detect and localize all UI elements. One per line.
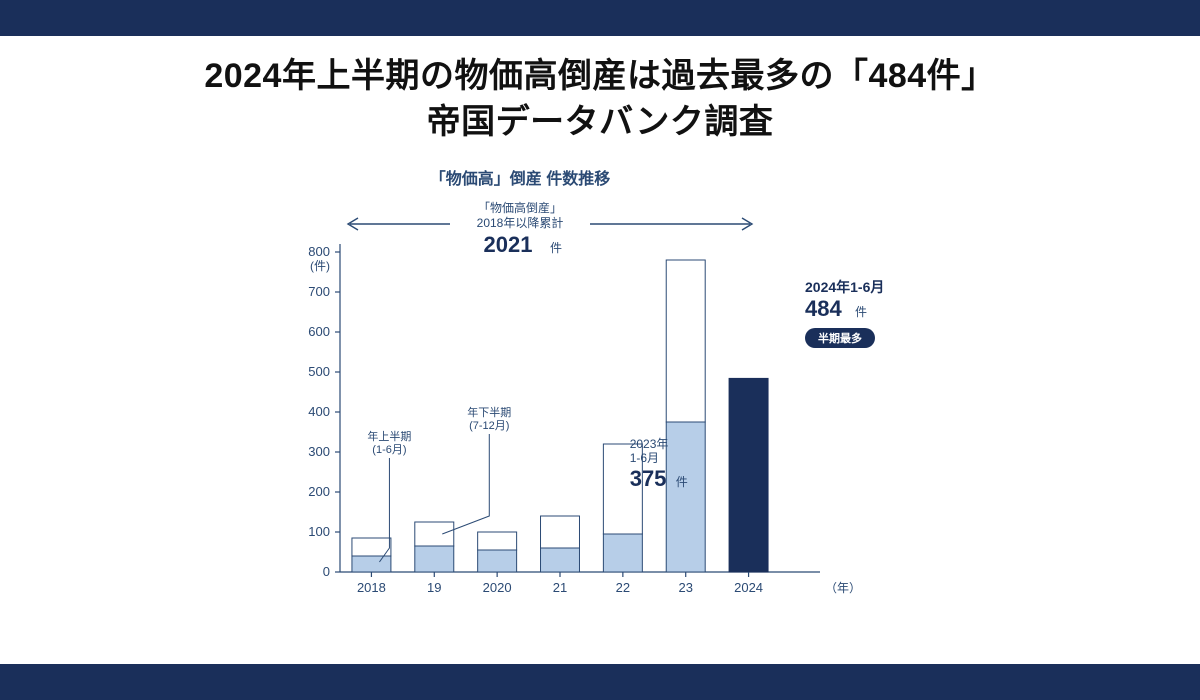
bar-h1-21 (541, 548, 580, 572)
headline-line-2: 帝国データバンク調査 (40, 100, 1160, 146)
callout-2024-val: 484 (805, 296, 842, 321)
cumulative-unit: 件 (550, 241, 562, 255)
pill-text: 半期最多 (818, 331, 862, 345)
y-tick-800: 800 (308, 244, 330, 259)
y-tick-400: 400 (308, 404, 330, 419)
y-tick-200: 200 (308, 484, 330, 499)
x-label-2020: 2020 (483, 580, 512, 595)
bar-h2-19 (415, 522, 454, 546)
bar-h1-22 (603, 534, 642, 572)
chart-container: 「物価高」倒産 件数推移「物価高倒産」2018年以降累計 2021 件 0 100 200… (0, 146, 1200, 622)
legend-h2-line2: (7-12月) (469, 420, 509, 432)
bar-h2-23 (666, 260, 705, 422)
bottom-band (0, 664, 1200, 700)
x-label-22: 22 (616, 580, 630, 595)
callout-2023-l2: 1-6月 (630, 451, 659, 465)
bar-h2-2020 (478, 532, 517, 550)
x-axis-unit: （年） (825, 581, 861, 595)
callout-2023-l1: 2023年 (630, 437, 669, 451)
x-label-21: 21 (553, 580, 567, 595)
legend-h2-pointer (442, 434, 489, 534)
bar-h1-23 (666, 422, 705, 572)
callout-2024-l1: 2024年1-6月 (805, 279, 884, 295)
bankruptcy-bar-chart: 「物価高」倒産 件数推移「物価高倒産」2018年以降累計 2021 件 0 100 200… (240, 152, 960, 622)
bar-2024 (729, 378, 768, 572)
bar-h2-21 (541, 516, 580, 548)
y-tick-500: 500 (308, 364, 330, 379)
chart-title: 「物価高」倒産 件数推移 (430, 169, 610, 188)
y-tick-0: 0 (323, 564, 330, 579)
callout-2024-unit: 件 (855, 305, 867, 319)
cumulative-label-1: 「物価高倒産」 (478, 200, 562, 215)
y-tick-300: 300 (308, 444, 330, 459)
cumulative-value: 2021 (484, 232, 533, 257)
legend-h1-line1: 年上半期 (367, 429, 411, 443)
legend-h1-line2: (1-6月) (372, 444, 406, 456)
bar-h1-2020 (478, 550, 517, 572)
y-tick-700: 700 (308, 284, 330, 299)
y-tick-600: 600 (308, 324, 330, 339)
bar-h1-2018 (352, 556, 391, 572)
callout-2023-val: 375 (630, 466, 667, 491)
bar-h1-19 (415, 546, 454, 572)
cumulative-label-2: 2018年以降累計 (477, 215, 564, 230)
top-band (0, 0, 1200, 36)
y-axis-unit: (件) (310, 259, 330, 273)
legend-h2-line1: 年下半期 (467, 405, 511, 419)
headline-line-1: 2024年上半期の物価高倒産は過去最多の「484件」 (40, 54, 1160, 100)
x-label-2024: 2024 (734, 580, 763, 595)
y-tick-100: 100 (308, 524, 330, 539)
callout-2023-unit: 件 (676, 475, 688, 489)
x-label-19: 19 (427, 580, 441, 595)
x-label-23: 23 (678, 580, 692, 595)
headline-block: 2024年上半期の物価高倒産は過去最多の「484件」 帝国データバンク調査 (0, 36, 1200, 146)
x-label-2018: 2018 (357, 580, 386, 595)
